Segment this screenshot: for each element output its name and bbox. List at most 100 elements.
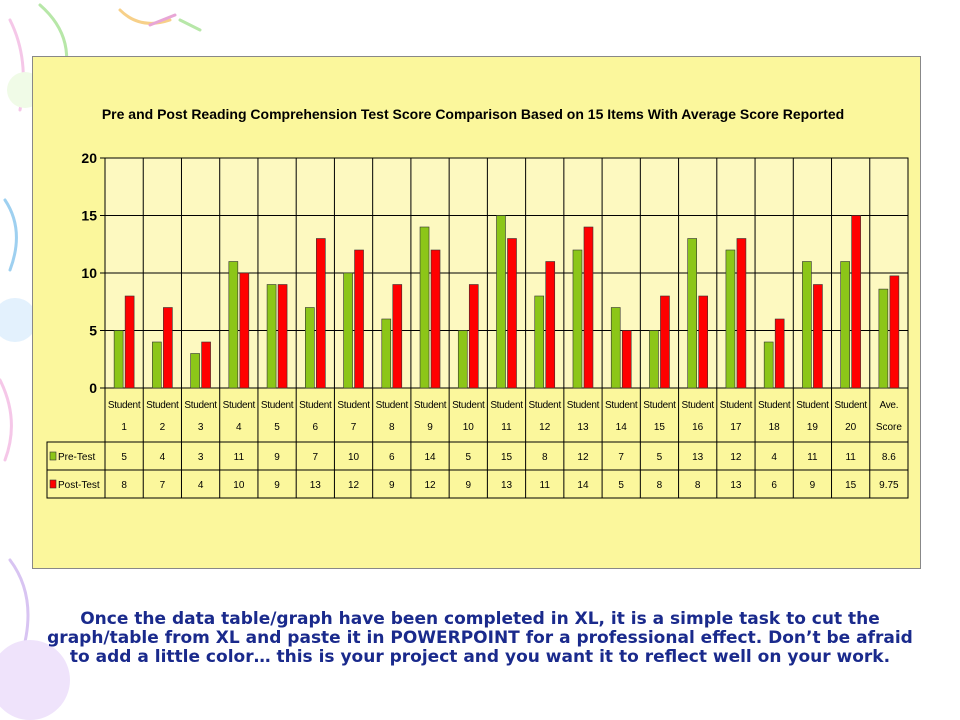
data-label: 15 <box>845 480 857 491</box>
data-label: 13 <box>501 480 513 491</box>
data-label: 8 <box>542 452 548 463</box>
x-tick-label-line2: 10 <box>463 422 475 433</box>
x-tick-label-line2: 7 <box>351 422 357 433</box>
bar-pre-test <box>190 353 200 389</box>
bar-pre-test <box>840 261 850 389</box>
data-label: 5 <box>121 452 127 463</box>
bar-post-test <box>774 318 785 389</box>
y-tick-label: 15 <box>81 208 97 224</box>
x-tick-label-line1: Student <box>643 400 676 411</box>
x-tick-label-line2: 18 <box>769 422 781 433</box>
data-label: 9 <box>465 480 471 491</box>
data-label: 7 <box>313 452 319 463</box>
bar-post-test <box>583 226 594 389</box>
data-label: 6 <box>771 480 777 491</box>
y-tick-label: 5 <box>89 323 97 339</box>
data-label: 9 <box>810 480 816 491</box>
y-tick-label: 10 <box>81 265 97 281</box>
bar-pre-test <box>228 261 239 389</box>
x-tick-label-line1: Ave. <box>880 400 899 411</box>
bar-post-test <box>163 307 173 389</box>
data-label: 12 <box>424 480 436 491</box>
data-label: 13 <box>692 452 704 463</box>
x-tick-label-line2: 16 <box>692 422 704 433</box>
x-tick-label-line1: Student <box>184 400 217 411</box>
data-label: 9.75 <box>879 480 899 491</box>
data-label: 11 <box>234 452 245 463</box>
x-tick-label-line2: 11 <box>501 422 512 433</box>
data-label: 9 <box>274 452 280 463</box>
x-tick-label-line1: Student <box>720 400 753 411</box>
bar-post-test <box>468 284 479 389</box>
x-tick-label-line1: Student <box>414 400 447 411</box>
bar-chart: Pre and Post Reading Comprehension Test … <box>46 106 909 499</box>
bar-post-test <box>392 284 403 389</box>
legend-key-pre-test <box>49 451 57 461</box>
bar-post-test <box>124 295 135 389</box>
x-tick-label-line2: 13 <box>577 422 589 433</box>
bar-post-test <box>430 249 441 389</box>
x-tick-label-line1: Student <box>682 400 715 411</box>
legend-key-post-test <box>49 479 57 489</box>
bar-post-test <box>813 284 823 389</box>
data-label: 5 <box>657 452 663 463</box>
x-tick-label-line2: 17 <box>730 422 742 433</box>
x-tick-label-line2: 2 <box>160 422 166 433</box>
data-label: 12 <box>348 480 360 491</box>
bar-pre-test <box>419 226 430 389</box>
y-tick-label: 20 <box>81 150 97 166</box>
bar-pre-test <box>649 330 659 389</box>
data-label: 8.6 <box>882 452 896 463</box>
data-label: 11 <box>540 480 551 491</box>
bar-pre-test <box>457 330 468 389</box>
bar-post-test <box>851 215 861 389</box>
bar-post-test <box>316 238 326 389</box>
data-label: 15 <box>501 452 513 463</box>
bar-post-test <box>621 330 632 389</box>
data-label: 14 <box>577 480 589 491</box>
x-tick-label-line2: 5 <box>274 422 280 433</box>
x-tick-label-line1: Student <box>605 400 638 411</box>
bar-post-test <box>660 295 670 389</box>
data-label: 13 <box>730 480 742 491</box>
x-tick-label-line1: Student <box>834 400 867 411</box>
legend-label: Pre-Test <box>58 452 95 463</box>
bar-post-test <box>239 272 250 389</box>
data-label: 8 <box>121 480 127 491</box>
bar-pre-test <box>572 249 583 389</box>
bar-pre-test <box>305 307 315 389</box>
x-tick-label-line2: 3 <box>198 422 204 433</box>
x-tick-label-line2: Score <box>876 422 903 433</box>
bar-pre-test <box>763 341 774 389</box>
x-tick-label-line2: 20 <box>845 422 857 433</box>
x-tick-label-line2: 8 <box>389 422 395 433</box>
x-tick-label-line1: Student <box>261 400 294 411</box>
data-label: 7 <box>160 480 166 491</box>
data-label: 6 <box>389 452 395 463</box>
bar-post-test <box>545 261 556 389</box>
bar-post-test <box>277 284 288 389</box>
x-tick-label-line2: 1 <box>121 422 127 433</box>
bar-pre-test <box>113 330 124 389</box>
x-tick-label-line1: Student <box>490 400 523 411</box>
x-tick-label-line1: Student <box>796 400 829 411</box>
bar-pre-test <box>152 341 162 389</box>
bar-post-test <box>354 249 364 389</box>
x-tick-label-line2: 14 <box>616 422 628 433</box>
data-label: 10 <box>233 480 245 491</box>
data-label: 12 <box>577 452 589 463</box>
bar-post-test <box>736 238 747 389</box>
x-tick-label-line2: 9 <box>427 422 433 433</box>
data-label: 4 <box>160 452 166 463</box>
bar-post-test <box>507 238 517 389</box>
bar-post-test <box>201 341 211 389</box>
x-tick-label-line1: Student <box>146 400 179 411</box>
bar-pre-test <box>534 295 545 389</box>
x-tick-label-line1: Student <box>529 400 562 411</box>
x-tick-label-line1: Student <box>337 400 370 411</box>
data-label: 8 <box>695 480 701 491</box>
bar-pre-test <box>496 215 506 389</box>
x-tick-label-line1: Student <box>108 400 141 411</box>
data-label: 9 <box>274 480 280 491</box>
x-tick-label-line2: 6 <box>313 422 319 433</box>
